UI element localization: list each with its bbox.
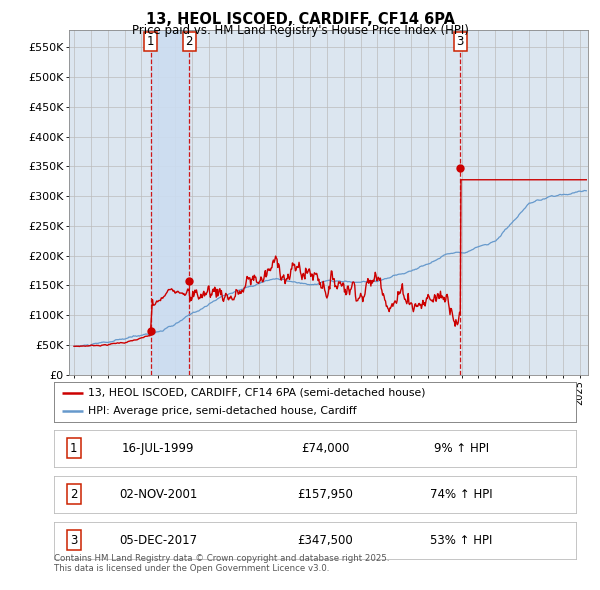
Text: £347,500: £347,500 [298,534,353,547]
Text: £157,950: £157,950 [298,488,353,501]
Text: 13, HEOL ISCOED, CARDIFF, CF14 6PA (semi-detached house): 13, HEOL ISCOED, CARDIFF, CF14 6PA (semi… [88,388,425,398]
Text: 2: 2 [70,488,77,501]
Text: 9% ↑ HPI: 9% ↑ HPI [434,442,489,455]
Text: Contains HM Land Registry data © Crown copyright and database right 2025.
This d: Contains HM Land Registry data © Crown c… [54,554,389,573]
Text: 02-NOV-2001: 02-NOV-2001 [119,488,197,501]
Text: 05-DEC-2017: 05-DEC-2017 [119,534,197,547]
Text: HPI: Average price, semi-detached house, Cardiff: HPI: Average price, semi-detached house,… [88,406,356,416]
Text: Price paid vs. HM Land Registry's House Price Index (HPI): Price paid vs. HM Land Registry's House … [131,24,469,37]
Text: 3: 3 [457,35,464,48]
Text: 74% ↑ HPI: 74% ↑ HPI [430,488,493,501]
Text: 1: 1 [147,35,154,48]
Text: 3: 3 [70,534,77,547]
Text: 1: 1 [70,442,77,455]
Text: 2: 2 [185,35,193,48]
Text: 53% ↑ HPI: 53% ↑ HPI [430,534,493,547]
Bar [151,30,190,375]
Text: 16-JUL-1999: 16-JUL-1999 [122,442,194,455]
Text: £74,000: £74,000 [301,442,350,455]
Text: 13, HEOL ISCOED, CARDIFF, CF14 6PA: 13, HEOL ISCOED, CARDIFF, CF14 6PA [146,12,455,27]
